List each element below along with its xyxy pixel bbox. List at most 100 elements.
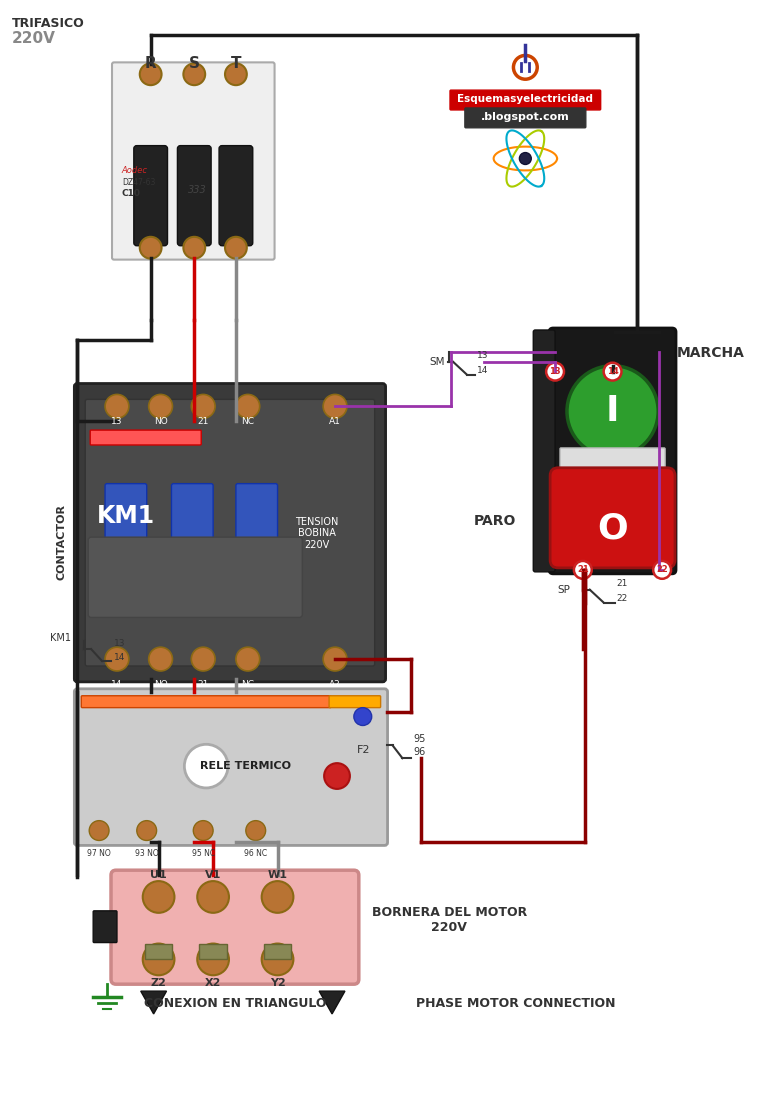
FancyBboxPatch shape [144, 944, 173, 959]
FancyBboxPatch shape [93, 910, 117, 943]
Text: Z2: Z2 [150, 978, 166, 988]
Circle shape [323, 648, 347, 671]
Circle shape [137, 821, 157, 841]
Circle shape [236, 395, 260, 418]
Circle shape [198, 944, 229, 975]
FancyBboxPatch shape [105, 484, 147, 562]
Circle shape [193, 821, 213, 841]
Circle shape [89, 821, 109, 841]
Text: U1: U1 [150, 871, 167, 881]
FancyBboxPatch shape [85, 399, 375, 667]
Circle shape [149, 648, 173, 671]
Circle shape [140, 63, 162, 85]
FancyBboxPatch shape [88, 537, 302, 618]
Circle shape [519, 153, 531, 164]
Text: X2: X2 [205, 978, 221, 988]
Text: 97 NO: 97 NO [87, 849, 111, 858]
Circle shape [261, 944, 293, 975]
FancyBboxPatch shape [465, 108, 586, 128]
Text: .blogspot.com: .blogspot.com [481, 112, 570, 122]
FancyBboxPatch shape [560, 448, 665, 471]
FancyBboxPatch shape [81, 695, 331, 708]
Text: DZ47-63: DZ47-63 [122, 179, 155, 187]
FancyBboxPatch shape [90, 430, 201, 445]
Text: PHASE MOTOR CONNECTION: PHASE MOTOR CONNECTION [416, 997, 616, 1010]
Circle shape [143, 944, 175, 975]
Circle shape [261, 882, 293, 913]
Text: 333: 333 [188, 185, 207, 195]
FancyBboxPatch shape [112, 62, 274, 260]
Text: RELE TERMICO: RELE TERMICO [201, 761, 291, 771]
Text: KM1: KM1 [49, 633, 71, 643]
Text: C10: C10 [122, 190, 141, 199]
Text: 21: 21 [198, 680, 209, 689]
Text: 21: 21 [198, 417, 209, 426]
FancyBboxPatch shape [172, 484, 213, 562]
Text: 95 NC: 95 NC [192, 849, 215, 858]
Text: 13: 13 [477, 350, 488, 359]
Circle shape [574, 561, 592, 579]
Text: F2: F2 [357, 745, 370, 755]
Text: 14: 14 [111, 680, 122, 689]
Text: 96: 96 [413, 747, 426, 757]
Text: T: T [230, 57, 241, 71]
Text: S: S [188, 57, 200, 71]
Text: CONTACTOR: CONTACTOR [56, 505, 66, 580]
FancyBboxPatch shape [534, 330, 555, 572]
Text: 13: 13 [114, 639, 125, 648]
Text: 22: 22 [616, 593, 628, 602]
Text: KM1: KM1 [97, 505, 155, 528]
Polygon shape [141, 991, 166, 1014]
Circle shape [185, 744, 228, 787]
Text: NO: NO [154, 417, 167, 426]
Text: 22: 22 [656, 566, 668, 574]
Circle shape [324, 763, 350, 788]
FancyBboxPatch shape [177, 145, 211, 246]
Text: SP: SP [557, 584, 570, 594]
FancyBboxPatch shape [450, 90, 600, 110]
FancyBboxPatch shape [550, 468, 675, 568]
Text: 13: 13 [549, 367, 561, 376]
Circle shape [236, 648, 260, 671]
Text: 220V: 220V [12, 31, 55, 45]
Circle shape [546, 363, 564, 380]
Text: 14: 14 [606, 367, 619, 376]
Circle shape [567, 366, 658, 457]
Text: 21: 21 [577, 566, 589, 574]
Text: MARCHA: MARCHA [677, 346, 745, 359]
Text: A1: A1 [329, 417, 341, 426]
Text: TRIFASICO: TRIFASICO [12, 17, 84, 30]
Circle shape [140, 237, 162, 258]
Circle shape [192, 395, 215, 418]
Circle shape [603, 363, 622, 380]
Text: PARO: PARO [473, 515, 516, 528]
FancyBboxPatch shape [264, 944, 291, 959]
Text: 96 NC: 96 NC [244, 849, 268, 858]
Text: BORNERA DEL MOTOR
220V: BORNERA DEL MOTOR 220V [372, 906, 527, 934]
FancyBboxPatch shape [74, 384, 385, 682]
Text: SM: SM [429, 357, 445, 367]
Circle shape [198, 882, 229, 913]
Circle shape [225, 237, 247, 258]
FancyBboxPatch shape [329, 695, 381, 708]
Text: 95: 95 [413, 734, 426, 744]
Text: O: O [597, 511, 628, 546]
Circle shape [514, 55, 537, 79]
Text: W1: W1 [268, 871, 287, 881]
Circle shape [192, 648, 215, 671]
FancyBboxPatch shape [199, 944, 227, 959]
Text: NO: NO [154, 680, 167, 689]
Circle shape [105, 395, 129, 418]
Text: NC: NC [242, 417, 255, 426]
Text: Y2: Y2 [270, 978, 286, 988]
FancyBboxPatch shape [134, 145, 167, 246]
Circle shape [323, 395, 347, 418]
Circle shape [653, 561, 671, 579]
FancyBboxPatch shape [111, 871, 359, 984]
Text: 13: 13 [111, 417, 122, 426]
Text: 21: 21 [616, 579, 628, 588]
Circle shape [183, 63, 205, 85]
Text: CONEXION EN TRIANGULO: CONEXION EN TRIANGULO [144, 997, 326, 1010]
Text: 14: 14 [477, 366, 488, 375]
Text: 14: 14 [114, 653, 125, 662]
